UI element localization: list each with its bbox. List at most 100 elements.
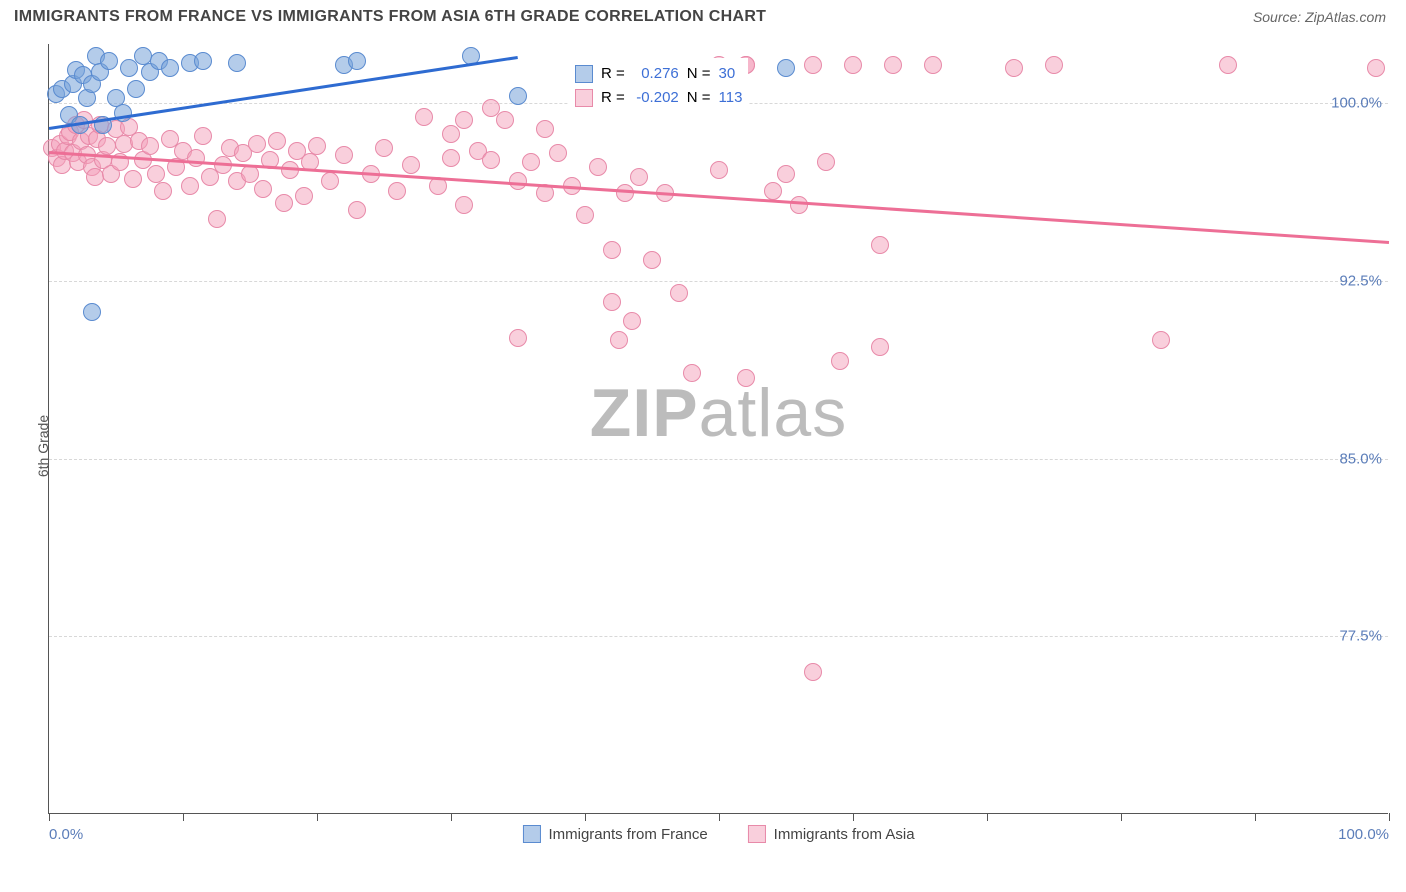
x-tick [719, 813, 720, 821]
data-point-asia [187, 149, 205, 167]
x-tick [183, 813, 184, 821]
x-tick [451, 813, 452, 821]
data-point-asia [348, 201, 366, 219]
data-point-asia [804, 56, 822, 74]
y-tick-label: 77.5% [1339, 628, 1382, 645]
data-point-asia [549, 144, 567, 162]
data-point-asia [482, 99, 500, 117]
n-value-france: 30 [719, 62, 736, 86]
data-point-asia [455, 111, 473, 129]
n-label: N = [687, 62, 711, 86]
data-point-france [127, 80, 145, 98]
data-point-france [509, 87, 527, 105]
data-point-asia [1005, 59, 1023, 77]
data-point-asia [630, 168, 648, 186]
legend-swatch-asia [575, 89, 593, 107]
data-point-asia [295, 187, 313, 205]
data-point-asia [670, 284, 688, 302]
data-point-asia [415, 108, 433, 126]
data-point-france [348, 52, 366, 70]
data-point-asia [241, 165, 259, 183]
legend-swatch-asia-bottom [748, 825, 766, 843]
legend-label-france: Immigrants from France [548, 826, 707, 843]
gridline [49, 636, 1388, 637]
data-point-asia [254, 180, 272, 198]
data-point-asia [536, 120, 554, 138]
data-point-asia [522, 153, 540, 171]
chart-title: IMMIGRANTS FROM FRANCE VS IMMIGRANTS FRO… [14, 8, 766, 26]
x-tick [1121, 813, 1122, 821]
data-point-asia [643, 251, 661, 269]
data-point-asia [924, 56, 942, 74]
y-tick-label: 85.0% [1339, 450, 1382, 467]
x-tick [585, 813, 586, 821]
data-point-asia [482, 151, 500, 169]
data-point-asia [194, 127, 212, 145]
y-tick-label: 100.0% [1331, 95, 1382, 112]
data-point-asia [683, 364, 701, 382]
data-point-asia [603, 241, 621, 259]
data-point-france [100, 52, 118, 70]
x-tick-label: 100.0% [1338, 826, 1389, 843]
chart-area: ZIPatlas Immigrants from France Immigran… [48, 44, 1388, 814]
data-point-asia [804, 663, 822, 681]
data-point-asia [248, 135, 266, 153]
n-value-asia: 113 [719, 86, 743, 110]
x-tick [987, 813, 988, 821]
correlation-legend: R = 0.276 N = 30 R = -0.202 N = 113 [569, 58, 748, 114]
data-point-asia [321, 172, 339, 190]
x-tick [1389, 813, 1390, 821]
x-tick-label: 0.0% [49, 826, 83, 843]
data-point-france [228, 54, 246, 72]
legend-swatch-france [575, 65, 593, 83]
data-point-asia [335, 146, 353, 164]
data-point-asia [764, 182, 782, 200]
data-point-asia [124, 170, 142, 188]
data-point-asia [375, 139, 393, 157]
bottom-legend: Immigrants from France Immigrants from A… [522, 825, 914, 843]
data-point-asia [98, 137, 116, 155]
legend-label-asia: Immigrants from Asia [774, 826, 915, 843]
data-point-france [161, 59, 179, 77]
data-point-asia [616, 184, 634, 202]
data-point-asia [388, 182, 406, 200]
source-label: Source: ZipAtlas.com [1253, 9, 1386, 25]
r-value-asia: -0.202 [633, 86, 679, 110]
data-point-asia [1045, 56, 1063, 74]
data-point-asia [871, 338, 889, 356]
data-point-asia [154, 182, 172, 200]
data-point-france [777, 59, 795, 77]
data-point-asia [308, 137, 326, 155]
data-point-asia [442, 125, 460, 143]
n-label: N = [687, 86, 711, 110]
data-point-asia [1152, 331, 1170, 349]
data-point-asia [1367, 59, 1385, 77]
y-tick-label: 92.5% [1339, 272, 1382, 289]
data-point-asia [402, 156, 420, 174]
data-point-france [194, 52, 212, 70]
data-point-asia [181, 177, 199, 195]
data-point-asia [509, 329, 527, 347]
data-point-asia [844, 56, 862, 74]
data-point-asia [831, 352, 849, 370]
data-point-asia [817, 153, 835, 171]
r-label: R = [601, 86, 625, 110]
data-point-france [83, 303, 101, 321]
data-point-asia [884, 56, 902, 74]
data-point-asia [147, 165, 165, 183]
data-point-asia [86, 168, 104, 186]
data-point-asia [455, 196, 473, 214]
gridline [49, 281, 1388, 282]
r-value-france: 0.276 [633, 62, 679, 86]
data-point-asia [275, 194, 293, 212]
data-point-asia [871, 236, 889, 254]
data-point-asia [268, 132, 286, 150]
data-point-asia [603, 293, 621, 311]
data-point-asia [1219, 56, 1237, 74]
gridline [49, 459, 1388, 460]
x-tick [1255, 813, 1256, 821]
data-point-asia [777, 165, 795, 183]
data-point-asia [610, 331, 628, 349]
data-point-asia [710, 161, 728, 179]
legend-swatch-france-bottom [522, 825, 540, 843]
